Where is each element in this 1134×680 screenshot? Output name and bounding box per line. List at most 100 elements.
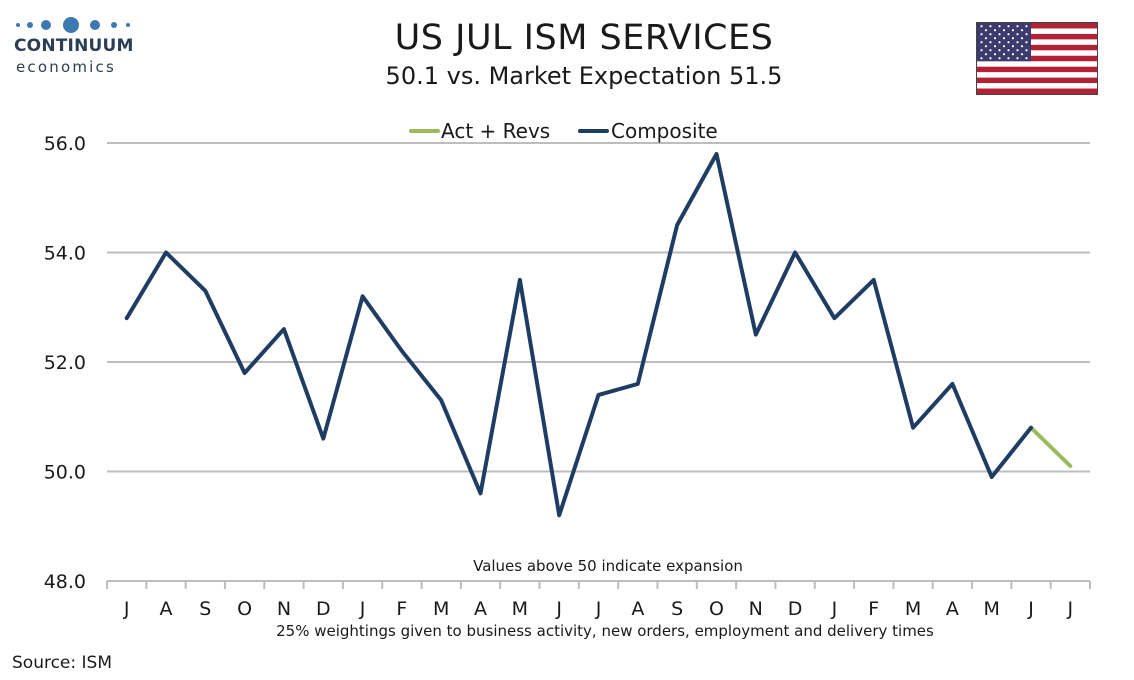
chart-title: US JUL ISM SERVICES bbox=[394, 18, 774, 58]
x-tick-label: J bbox=[1027, 598, 1034, 620]
logo-submark: economics bbox=[16, 58, 116, 76]
logo-dots-icon bbox=[14, 14, 134, 36]
flag-star bbox=[1011, 45, 1015, 48]
y-axis-labels: 48.0 50.0 52.0 54.0 56.0 bbox=[44, 133, 86, 593]
flag-star bbox=[989, 33, 992, 36]
x-tick-label: F bbox=[396, 598, 407, 620]
y-tick-label: 56.0 bbox=[44, 133, 86, 155]
x-tick-label: M bbox=[983, 598, 999, 620]
x-tick-label: J bbox=[1067, 598, 1074, 620]
x-tick-label: A bbox=[631, 598, 644, 620]
y-tick-label: 48.0 bbox=[44, 571, 86, 593]
flag-star bbox=[984, 29, 988, 32]
flag-star bbox=[1016, 25, 1019, 28]
x-axis-ticks bbox=[106, 581, 1091, 589]
flag-star bbox=[1016, 49, 1019, 52]
flag-star bbox=[998, 33, 1001, 36]
source-note: Source: ISM bbox=[12, 653, 112, 673]
expansion-note: Values above 50 indicate expansion bbox=[473, 557, 743, 575]
y-tick-label: 54.0 bbox=[44, 243, 86, 265]
flag-star bbox=[980, 57, 983, 60]
x-tick-label: F bbox=[868, 598, 879, 620]
flag-star bbox=[980, 41, 983, 44]
flag-star bbox=[1020, 37, 1024, 40]
flag-star bbox=[998, 49, 1001, 52]
gridlines bbox=[107, 142, 1090, 582]
x-tick-label: O bbox=[709, 598, 724, 620]
flag-star bbox=[1011, 29, 1015, 32]
flag-star bbox=[998, 25, 1001, 28]
x-tick-label: J bbox=[123, 598, 130, 620]
x-tick-label: D bbox=[788, 598, 803, 620]
flag-star bbox=[1020, 45, 1024, 48]
x-tick-label: O bbox=[237, 598, 252, 620]
x-tick-label: N bbox=[277, 598, 291, 620]
x-tick-label: J bbox=[555, 598, 562, 620]
flag-star bbox=[984, 53, 988, 56]
x-tick-label: M bbox=[512, 598, 528, 620]
flag-star bbox=[1011, 53, 1015, 56]
legend-act-revs-label: Act + Revs bbox=[441, 119, 550, 143]
flag-star bbox=[1025, 41, 1028, 44]
chart-subtitle: 50.1 vs. Market Expectation 51.5 bbox=[385, 62, 783, 90]
flag-star bbox=[1007, 49, 1010, 52]
flag-star bbox=[1020, 29, 1024, 32]
x-tick-label: A bbox=[474, 598, 487, 620]
y-tick-label: 52.0 bbox=[44, 352, 86, 374]
flag-star bbox=[1007, 41, 1010, 44]
weightings-note: 25% weightings given to business activit… bbox=[276, 622, 934, 640]
flag-star bbox=[989, 57, 992, 60]
flag-star bbox=[980, 49, 983, 52]
flag-star bbox=[980, 25, 983, 28]
x-tick-label: J bbox=[359, 598, 366, 620]
flag-star bbox=[989, 49, 992, 52]
x-tick-label: N bbox=[749, 598, 763, 620]
flag-star bbox=[993, 53, 997, 56]
flag-star bbox=[1025, 33, 1028, 36]
flag-star bbox=[1016, 33, 1019, 36]
flag-star bbox=[1002, 53, 1006, 56]
flag-star bbox=[1020, 53, 1024, 56]
x-tick-label: A bbox=[159, 598, 172, 620]
flag-star bbox=[984, 37, 988, 40]
flag-star bbox=[1007, 33, 1010, 36]
y-tick-label: 50.0 bbox=[44, 462, 86, 484]
flag-star bbox=[1007, 25, 1010, 28]
flag-star bbox=[1025, 57, 1028, 60]
flag-star bbox=[1025, 25, 1028, 28]
x-tick-label: J bbox=[595, 598, 602, 620]
flag-star bbox=[989, 25, 992, 28]
flag-star bbox=[1016, 57, 1019, 60]
x-tick-label: J bbox=[831, 598, 838, 620]
flag-star bbox=[1007, 57, 1010, 60]
flag-star bbox=[984, 45, 988, 48]
flag-star bbox=[993, 29, 997, 32]
x-tick-label: D bbox=[316, 598, 331, 620]
flag-star bbox=[1002, 45, 1006, 48]
flag-star bbox=[998, 57, 1001, 60]
legend: Act + Revs Composite bbox=[409, 119, 718, 143]
flag-star bbox=[1011, 37, 1015, 40]
flag-star bbox=[998, 41, 1001, 44]
flag-star bbox=[1002, 29, 1006, 32]
flag-star bbox=[980, 33, 983, 36]
flag-star bbox=[993, 37, 997, 40]
series-line-composite bbox=[124, 152, 1033, 518]
series-lines bbox=[124, 152, 1073, 518]
x-tick-label: M bbox=[905, 598, 921, 620]
flag-star bbox=[1025, 49, 1028, 52]
x-tick-label: M bbox=[433, 598, 449, 620]
flag-star bbox=[1002, 37, 1006, 40]
company-logo: CONTINUUM economics bbox=[14, 14, 134, 76]
x-tick-label: A bbox=[946, 598, 959, 620]
us-flag-icon bbox=[976, 22, 1098, 95]
flag-star bbox=[989, 41, 992, 44]
x-tick-label: S bbox=[671, 598, 683, 620]
series-line-act-revs bbox=[1029, 425, 1073, 468]
flag-star bbox=[1016, 41, 1019, 44]
flag-star bbox=[993, 45, 997, 48]
legend-composite-label: Composite bbox=[611, 119, 718, 143]
logo-wordmark: CONTINUUM bbox=[14, 36, 134, 56]
